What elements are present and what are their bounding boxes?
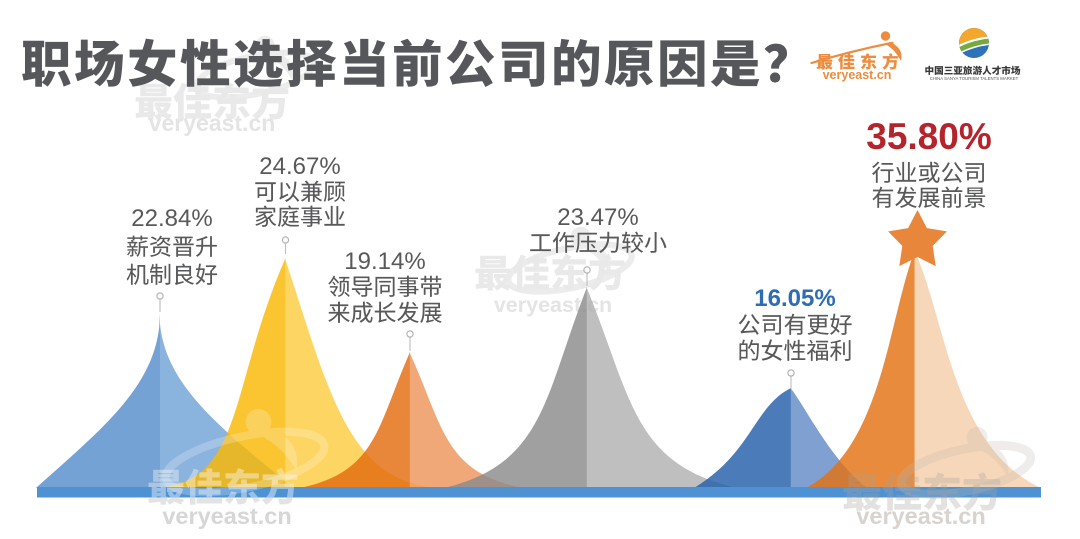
svg-text:23.47%: 23.47% (557, 204, 638, 231)
svg-text:24.67%: 24.67% (259, 153, 340, 180)
svg-text:CHINA SANYA TOURISM TALENTS MA: CHINA SANYA TOURISM TALENTS MARKET (930, 76, 1019, 81)
svg-text:35.80%: 35.80% (866, 116, 992, 157)
svg-text:veryeast.cn: veryeast.cn (823, 68, 892, 82)
svg-text:19.14%: 19.14% (344, 248, 425, 275)
svg-text:veryeast.cn: veryeast.cn (162, 503, 291, 529)
svg-text:veryeast.cn: veryeast.cn (149, 110, 276, 136)
svg-text:veryeast.cn: veryeast.cn (856, 503, 985, 529)
svg-text:22.84%: 22.84% (131, 205, 212, 232)
svg-text:16.05%: 16.05% (754, 285, 835, 312)
